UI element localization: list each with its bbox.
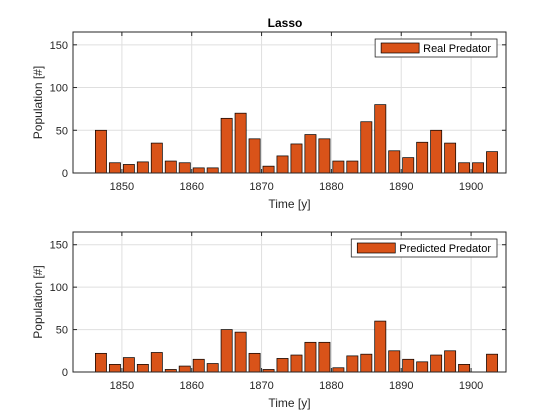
- bar: [318, 341, 331, 373]
- bar: [458, 364, 471, 373]
- bar: [136, 161, 149, 174]
- bar: [234, 331, 247, 373]
- bar: [234, 112, 247, 174]
- bar: [248, 352, 261, 373]
- bar: [262, 165, 275, 174]
- axes-box: [72, 31, 507, 174]
- bar: [276, 155, 289, 174]
- y-tick-label: 50: [56, 325, 68, 337]
- bar: [122, 357, 135, 373]
- bar: [346, 355, 359, 373]
- bar: [374, 320, 387, 373]
- x-tick-label: 1860: [179, 380, 203, 392]
- bar: [192, 167, 205, 174]
- bar: [332, 367, 345, 373]
- bar: [192, 358, 205, 373]
- bar: [444, 350, 457, 373]
- x-tick-label: 1890: [389, 380, 413, 392]
- y-tick-label: 100: [50, 282, 68, 294]
- bottom-chart-panel: 1850 1860 1870 1880 1890 1900 0 50 100 150 Time [y…: [31, 231, 507, 410]
- x-tick-label: 1850: [110, 181, 134, 193]
- y-axis-label: Population [#]: [31, 265, 45, 338]
- y-tick-label: 150: [50, 240, 68, 252]
- bar: [472, 162, 485, 174]
- bar: [150, 142, 163, 174]
- bar: [94, 352, 107, 373]
- axes-box: [72, 231, 507, 373]
- bar: [108, 364, 121, 373]
- bar: [94, 129, 107, 174]
- x-tick-label: 1860: [179, 181, 203, 193]
- bar: [220, 329, 233, 373]
- y-axis-label: Population [#]: [31, 66, 45, 139]
- bar: [388, 350, 401, 373]
- x-tick-label: 1880: [319, 181, 343, 193]
- bar: [122, 164, 135, 174]
- x-tick-label: 1890: [389, 181, 413, 193]
- bar: [486, 151, 498, 174]
- bar: [388, 150, 401, 174]
- bar: [108, 162, 121, 174]
- legend-label: Predicted Predator: [399, 243, 491, 255]
- bar: [178, 365, 191, 373]
- bar: [416, 141, 429, 174]
- figure-title: Lasso: [268, 16, 303, 30]
- bar: [164, 160, 177, 174]
- bar: [430, 354, 443, 373]
- bar: [206, 167, 219, 174]
- bar: [318, 138, 331, 174]
- x-tick-label: 1870: [249, 380, 273, 392]
- legend-swatch: [356, 242, 396, 254]
- x-axis-label: Time [y]: [268, 396, 310, 410]
- legend-swatch: [380, 42, 420, 54]
- bar: [458, 162, 471, 174]
- bar: [290, 354, 303, 373]
- bar: [402, 358, 415, 373]
- bar: [346, 160, 359, 174]
- x-tick-label: 1870: [249, 181, 273, 193]
- x-axis-label: Time [y]: [268, 197, 310, 211]
- y-tick-label: 50: [56, 125, 68, 137]
- bar: [304, 341, 317, 373]
- bar: [416, 361, 429, 373]
- x-tick-label: 1880: [319, 380, 343, 392]
- bar: [402, 157, 415, 174]
- bar: [178, 162, 191, 174]
- bar: [248, 138, 261, 174]
- bar: [150, 352, 163, 373]
- x-tick-label: 1900: [459, 380, 483, 392]
- bar: [136, 364, 149, 373]
- bar: [486, 353, 498, 373]
- bar: [374, 104, 387, 174]
- x-tick-label: 1900: [459, 181, 483, 193]
- bar: [430, 129, 443, 174]
- bar: [332, 160, 345, 174]
- bar: [360, 353, 373, 373]
- bar: [276, 358, 289, 373]
- y-tick-label: 0: [62, 168, 68, 180]
- bar: [444, 142, 457, 174]
- y-tick-label: 150: [50, 40, 68, 52]
- bar: [304, 134, 317, 174]
- bar: [290, 143, 303, 174]
- bar: [220, 117, 233, 174]
- legend-label: Real Predator: [423, 43, 491, 55]
- bar: [206, 363, 219, 373]
- x-tick-label: 1850: [110, 380, 134, 392]
- y-tick-label: 0: [62, 367, 68, 379]
- top-chart-panel: 1850 1860 1870 1880 1890 1900 0 50 100 150 Time [y…: [31, 31, 507, 211]
- bar: [360, 121, 373, 174]
- y-tick-label: 100: [50, 83, 68, 95]
